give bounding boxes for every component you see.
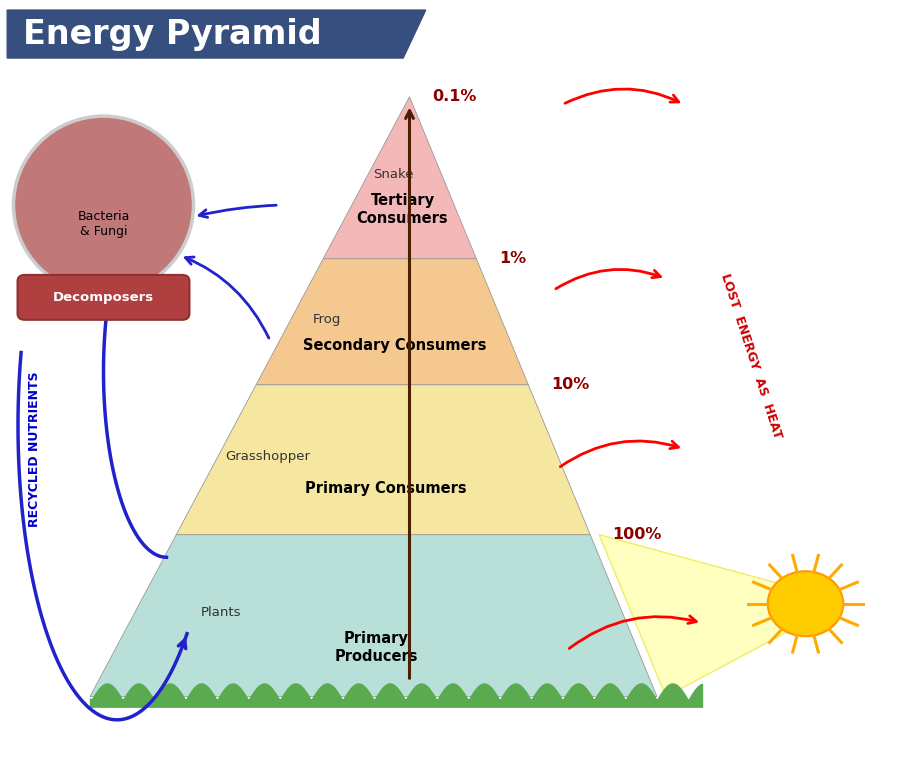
FancyBboxPatch shape [18, 275, 190, 320]
Text: 0.1%: 0.1% [432, 89, 476, 104]
Text: 1%: 1% [499, 252, 526, 266]
Text: Energy Pyramid: Energy Pyramid [23, 18, 322, 50]
FancyArrowPatch shape [569, 616, 697, 649]
Ellipse shape [14, 116, 194, 294]
Text: 100%: 100% [613, 527, 662, 542]
Text: RECYCLED NUTRIENTS: RECYCLED NUTRIENTS [28, 371, 40, 527]
Text: Tertiary
Consumers: Tertiary Consumers [356, 194, 448, 226]
Text: Secondary Consumers: Secondary Consumers [302, 338, 486, 353]
FancyArrowPatch shape [561, 441, 679, 467]
Text: LOST  ENERGY  AS  HEAT: LOST ENERGY AS HEAT [718, 272, 785, 440]
Text: Frog: Frog [312, 313, 341, 326]
Polygon shape [323, 97, 476, 259]
FancyArrowPatch shape [199, 205, 276, 217]
Text: Decomposers: Decomposers [53, 291, 154, 304]
Polygon shape [599, 535, 796, 697]
Text: Plants: Plants [201, 606, 241, 619]
Text: Primary
Producers: Primary Producers [335, 631, 418, 663]
FancyArrowPatch shape [185, 257, 269, 338]
Text: Snake: Snake [373, 168, 413, 181]
Text: Bacteria
& Fungi: Bacteria & Fungi [77, 211, 130, 238]
FancyArrowPatch shape [556, 269, 661, 289]
FancyArrowPatch shape [565, 89, 679, 103]
Text: Primary Consumers: Primary Consumers [305, 481, 466, 496]
Polygon shape [7, 10, 426, 58]
Polygon shape [90, 535, 657, 697]
Text: 10%: 10% [551, 377, 589, 392]
Circle shape [768, 571, 843, 636]
Polygon shape [256, 259, 528, 385]
Text: Grasshopper: Grasshopper [226, 450, 310, 463]
Polygon shape [176, 385, 590, 535]
